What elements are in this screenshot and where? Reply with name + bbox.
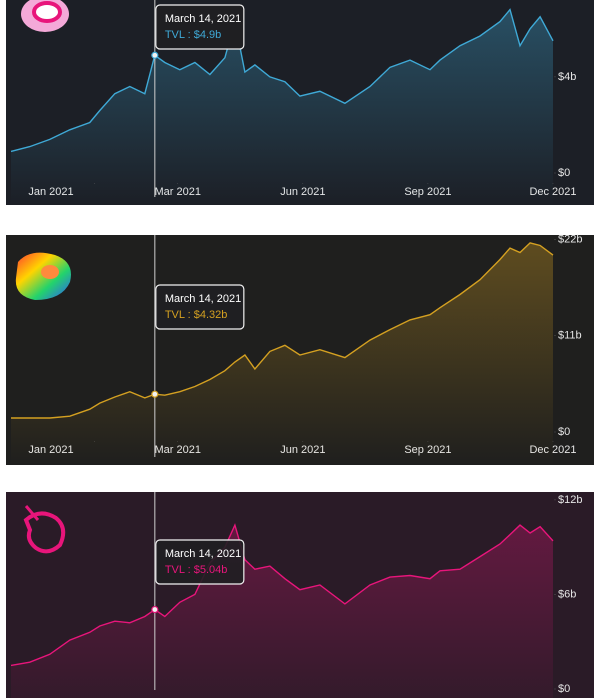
y-tick-label: $6b bbox=[558, 588, 576, 600]
y-tick-label: $0 bbox=[558, 167, 570, 179]
line bbox=[10, 8, 554, 153]
y-tick-label: $22b bbox=[558, 233, 582, 245]
y-tick-label: $4b bbox=[558, 71, 576, 83]
hover-point bbox=[151, 605, 159, 614]
tooltip-date: March 14, 2021 bbox=[165, 13, 241, 25]
y-tick-label: $11b bbox=[558, 330, 582, 342]
logo bbox=[23, 505, 66, 554]
y-tick-label: $0 bbox=[558, 683, 570, 695]
area-fill bbox=[11, 242, 553, 465]
hover-point bbox=[151, 390, 159, 398]
tooltip-value: TVL : $4.9b bbox=[165, 29, 221, 41]
line bbox=[11, 242, 554, 419]
line bbox=[10, 523, 554, 667]
area-fill bbox=[11, 525, 553, 698]
tooltip-box bbox=[155, 539, 245, 585]
tooltip-value: TVL : $5.04b bbox=[165, 564, 228, 576]
tooltip-box bbox=[155, 4, 245, 50]
hover-point bbox=[151, 51, 159, 59]
tooltip-date: March 14, 2021 bbox=[165, 293, 241, 305]
tooltip-box bbox=[155, 284, 245, 330]
area-fill bbox=[11, 9, 553, 205]
logo bbox=[15, 252, 71, 300]
tooltip-date: March 14, 2021 bbox=[165, 548, 241, 560]
y-tick-label: $0 bbox=[558, 426, 570, 438]
tooltip-value: TVL : $4.32b bbox=[165, 309, 228, 321]
logo bbox=[21, 0, 69, 32]
y-tick-label: $12b bbox=[558, 494, 582, 506]
